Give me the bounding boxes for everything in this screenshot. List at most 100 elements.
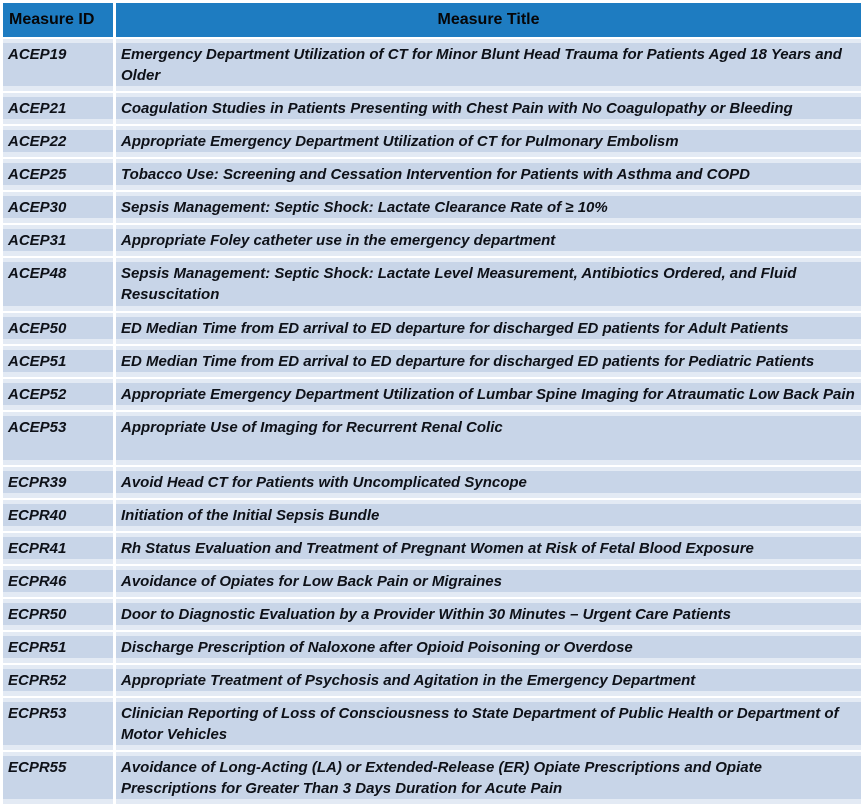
measure-title-text: Appropriate Foley catheter use in the em…	[121, 232, 556, 249]
measure-id-cell: ACEP25	[3, 159, 113, 190]
measure-title-cell: ED Median Time from ED arrival to ED dep…	[116, 346, 861, 377]
measure-id-band: ACEP52	[3, 383, 113, 405]
measure-title-text: Appropriate Emergency Department Utiliza…	[121, 133, 679, 150]
measure-title-text: ED Median Time from ED arrival to ED dep…	[121, 320, 789, 337]
measure-id-text: ACEP21	[8, 100, 67, 117]
table-row: ECPR46 Avoidance of Opiates for Low Back…	[3, 566, 861, 597]
measure-id-cell: ECPR52	[3, 665, 113, 696]
measure-title-text: Appropriate Emergency Department Utiliza…	[121, 386, 855, 403]
measure-id-text: ECPR39	[8, 474, 67, 491]
measure-id-cell: ACEP53	[3, 412, 113, 465]
table-row: ECPR55 Avoidance of Long-Acting (LA) or …	[3, 752, 861, 804]
measure-title-text: Tobacco Use: Screening and Cessation Int…	[121, 166, 750, 183]
measure-title-band: Avoid Head CT for Patients with Uncompli…	[116, 471, 861, 493]
table-row: ACEP25 Tobacco Use: Screening and Cessat…	[3, 159, 861, 190]
table-row: ECPR52 Appropriate Treatment of Psychosi…	[3, 665, 861, 696]
measure-title-band: ED Median Time from ED arrival to ED dep…	[116, 350, 861, 372]
table-row: ACEP51 ED Median Time from ED arrival to…	[3, 346, 861, 377]
measure-id-band: ECPR55	[3, 756, 113, 799]
measure-id-band: ECPR50	[3, 603, 113, 625]
column-header-measure-id-label: Measure ID	[9, 11, 95, 28]
measure-id-band: ECPR39	[3, 471, 113, 493]
measure-title-band: Sepsis Management: Septic Shock: Lactate…	[116, 196, 861, 218]
measure-id-cell: ACEP19	[3, 39, 113, 91]
measure-title-text: Emergency Department Utilization of CT f…	[121, 46, 842, 84]
measure-title-cell: Rh Status Evaluation and Treatment of Pr…	[116, 533, 861, 564]
measure-title-cell: Appropriate Emergency Department Utiliza…	[116, 126, 861, 157]
measure-id-text: ECPR52	[8, 672, 67, 689]
measure-title-text: Avoidance of Opiates for Low Back Pain o…	[121, 573, 502, 590]
measure-title-band: Rh Status Evaluation and Treatment of Pr…	[116, 537, 861, 559]
measure-title-text: Avoid Head CT for Patients with Uncompli…	[121, 474, 527, 491]
measure-title-band: Avoidance of Long-Acting (LA) or Extende…	[116, 756, 861, 799]
table-row: ACEP53 Appropriate Use of Imaging for Re…	[3, 412, 861, 465]
measure-id-band: ACEP48	[3, 262, 113, 306]
measure-title-text: Coagulation Studies in Patients Presenti…	[121, 100, 793, 117]
measure-id-text: ECPR53	[8, 705, 67, 722]
measure-title-band: Appropriate Foley catheter use in the em…	[116, 229, 861, 251]
measure-title-cell: Coagulation Studies in Patients Presenti…	[116, 93, 861, 124]
measure-id-cell: ECPR51	[3, 632, 113, 663]
measure-id-band: ECPR53	[3, 702, 113, 745]
measure-title-text: Sepsis Management: Septic Shock: Lactate…	[121, 265, 797, 303]
measure-title-cell: Emergency Department Utilization of CT f…	[116, 39, 861, 91]
measure-title-cell: Appropriate Use of Imaging for Recurrent…	[116, 412, 861, 465]
measure-id-cell: ACEP22	[3, 126, 113, 157]
table-row: ACEP50 ED Median Time from ED arrival to…	[3, 313, 861, 344]
measure-title-band: Avoidance of Opiates for Low Back Pain o…	[116, 570, 861, 592]
table-row: ACEP48 Sepsis Management: Septic Shock: …	[3, 258, 861, 311]
measure-id-cell: ECPR46	[3, 566, 113, 597]
measure-id-band: ECPR46	[3, 570, 113, 592]
measure-id-text: ACEP31	[8, 232, 67, 249]
measure-title-band: Sepsis Management: Septic Shock: Lactate…	[116, 262, 861, 306]
measure-title-band: Coagulation Studies in Patients Presenti…	[116, 97, 861, 119]
measure-id-text: ACEP30	[8, 199, 67, 216]
measure-id-band: ECPR51	[3, 636, 113, 658]
measure-id-band: ECPR40	[3, 504, 113, 526]
measure-title-cell: ED Median Time from ED arrival to ED dep…	[116, 313, 861, 344]
measure-id-band: ECPR41	[3, 537, 113, 559]
measure-title-cell: Appropriate Treatment of Psychosis and A…	[116, 665, 861, 696]
measure-id-band: ACEP31	[3, 229, 113, 251]
measure-id-cell: ECPR55	[3, 752, 113, 804]
measure-title-cell: Initiation of the Initial Sepsis Bundle	[116, 500, 861, 531]
measure-id-text: ACEP51	[8, 353, 67, 370]
measure-title-cell: Clinician Reporting of Loss of Conscious…	[116, 698, 861, 750]
measure-title-band: Emergency Department Utilization of CT f…	[116, 43, 861, 86]
table-row: ACEP31 Appropriate Foley catheter use in…	[3, 225, 861, 256]
measure-title-band: Appropriate Emergency Department Utiliza…	[116, 130, 861, 152]
measure-title-cell: Avoid Head CT for Patients with Uncompli…	[116, 467, 861, 498]
measure-title-text: Door to Diagnostic Evaluation by a Provi…	[121, 606, 731, 623]
measure-title-band: Appropriate Emergency Department Utiliza…	[116, 383, 861, 405]
column-header-measure-title: Measure Title	[116, 3, 861, 37]
measure-title-cell: Appropriate Foley catheter use in the em…	[116, 225, 861, 256]
measure-id-band: ACEP25	[3, 163, 113, 185]
table-row: ACEP22 Appropriate Emergency Department …	[3, 126, 861, 157]
table-row: ECPR50 Door to Diagnostic Evaluation by …	[3, 599, 861, 630]
measure-title-text: Rh Status Evaluation and Treatment of Pr…	[121, 540, 754, 557]
measure-id-cell: ECPR40	[3, 500, 113, 531]
measure-id-band: ACEP50	[3, 317, 113, 339]
measure-title-cell: Door to Diagnostic Evaluation by a Provi…	[116, 599, 861, 630]
table-header-row: Measure ID Measure Title	[3, 3, 861, 37]
measure-id-band: ACEP30	[3, 196, 113, 218]
measure-id-cell: ACEP48	[3, 258, 113, 311]
table-row: ECPR51 Discharge Prescription of Naloxon…	[3, 632, 861, 663]
measure-id-cell: ECPR50	[3, 599, 113, 630]
measure-id-text: ECPR40	[8, 507, 67, 524]
measure-title-cell: Appropriate Emergency Department Utiliza…	[116, 379, 861, 410]
measure-title-band: Discharge Prescription of Naloxone after…	[116, 636, 861, 658]
column-header-measure-title-label: Measure Title	[437, 11, 540, 28]
table-row: ECPR40 Initiation of the Initial Sepsis …	[3, 500, 861, 531]
measure-id-text: ACEP22	[8, 133, 67, 150]
measure-id-text: ACEP53	[8, 419, 67, 436]
table-row: ECPR39 Avoid Head CT for Patients with U…	[3, 467, 861, 498]
measure-title-text: Initiation of the Initial Sepsis Bundle	[121, 507, 380, 524]
measure-id-band: ACEP19	[3, 43, 113, 86]
measure-id-text: ACEP48	[8, 265, 67, 282]
measure-id-band: ACEP21	[3, 97, 113, 119]
measure-id-band: ACEP22	[3, 130, 113, 152]
measure-title-text: Avoidance of Long-Acting (LA) or Extende…	[121, 759, 762, 797]
table-row: ACEP30 Sepsis Management: Septic Shock: …	[3, 192, 861, 223]
measure-id-text: ECPR41	[8, 540, 67, 557]
